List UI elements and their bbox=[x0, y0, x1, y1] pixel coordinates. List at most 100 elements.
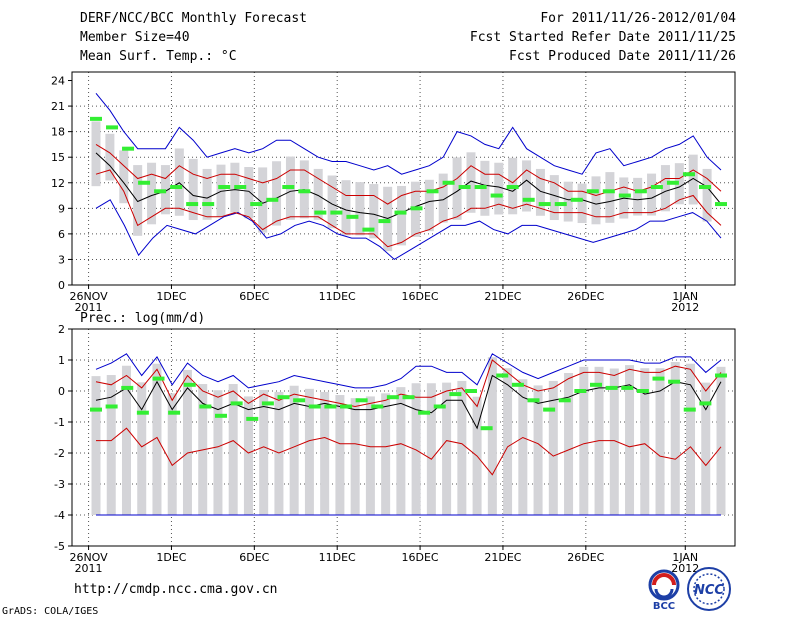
spread-box bbox=[549, 175, 559, 221]
median-mark bbox=[362, 227, 375, 232]
produced-date: Fcst Produced Date 2011/11/26 bbox=[509, 49, 736, 64]
ncc-logo-text: NCC bbox=[694, 583, 724, 598]
y-tick-label: 15 bbox=[51, 151, 65, 164]
median-mark bbox=[230, 401, 243, 406]
bcc-logo: BCC bbox=[648, 569, 680, 612]
spread-box bbox=[424, 179, 434, 232]
median-mark bbox=[465, 389, 477, 393]
spread-box bbox=[503, 368, 513, 515]
median-mark bbox=[202, 202, 215, 207]
grads-credit: GrADS: COLA/IGES bbox=[2, 606, 99, 617]
median-mark bbox=[634, 189, 647, 194]
y-tick-label: 2 bbox=[58, 323, 65, 336]
median-mark bbox=[698, 185, 711, 190]
median-mark bbox=[474, 185, 487, 190]
median-mark bbox=[266, 197, 279, 202]
y-tick-label: 9 bbox=[58, 202, 65, 215]
median-mark bbox=[605, 385, 618, 390]
median-mark bbox=[636, 389, 649, 393]
spread-box bbox=[152, 363, 162, 515]
spread-box bbox=[304, 388, 314, 515]
spread-box bbox=[243, 396, 253, 515]
spread-box bbox=[438, 173, 448, 223]
spread-box bbox=[670, 362, 680, 515]
chart-title: DERF/NCC/BCC Monthly Forecast bbox=[80, 11, 307, 26]
plot-frame bbox=[71, 328, 736, 547]
median-mark bbox=[277, 395, 290, 400]
x-tick-year: 2012 bbox=[671, 301, 699, 314]
median-mark bbox=[490, 193, 503, 198]
median-mark bbox=[186, 202, 199, 207]
median-mark bbox=[650, 185, 663, 190]
median-mark bbox=[346, 214, 359, 219]
y-tick-label: -5 bbox=[54, 540, 65, 553]
median-mark bbox=[234, 185, 247, 190]
spread-box bbox=[188, 158, 198, 221]
median-mark bbox=[298, 189, 311, 194]
median-mark bbox=[522, 197, 535, 202]
y-tick-label: 3 bbox=[58, 253, 65, 266]
median-mark bbox=[652, 376, 665, 381]
spread-box bbox=[411, 383, 421, 515]
bcc-logo-text: BCC bbox=[653, 601, 675, 612]
spread-box bbox=[313, 168, 323, 220]
spread-box bbox=[213, 390, 223, 515]
x-tick-label: 21DEC bbox=[484, 551, 521, 564]
spread-box bbox=[655, 368, 665, 515]
spread-box bbox=[686, 363, 696, 515]
spread-box bbox=[518, 379, 528, 515]
median-mark bbox=[699, 401, 712, 406]
spread-box bbox=[355, 182, 365, 236]
median-mark bbox=[715, 373, 727, 378]
series-line-p90 bbox=[95, 143, 722, 205]
y-tick-label: 1 bbox=[58, 354, 65, 367]
median-mark bbox=[371, 404, 384, 409]
median-mark bbox=[621, 385, 634, 390]
median-mark bbox=[355, 398, 368, 403]
spread-box bbox=[674, 163, 684, 205]
x-tick-year: 2011 bbox=[75, 562, 103, 575]
spread-box bbox=[701, 382, 711, 515]
spread-box bbox=[647, 173, 657, 216]
median-mark bbox=[418, 410, 431, 415]
median-mark bbox=[527, 398, 540, 403]
source-url[interactable]: http://cmdp.ncc.cma.gov.cn bbox=[74, 582, 278, 597]
forecast-period: For 2011/11/26-2012/01/04 bbox=[540, 11, 736, 26]
x-tick-label: 26NOV bbox=[69, 290, 108, 303]
y-tick-label: 6 bbox=[58, 228, 65, 241]
spread-box bbox=[625, 365, 635, 515]
spread-box bbox=[216, 164, 226, 217]
spread-box bbox=[591, 176, 601, 225]
spread-box bbox=[563, 181, 573, 222]
spread-box bbox=[535, 168, 545, 216]
x-tick-label: 1DEC bbox=[156, 551, 186, 564]
median-mark bbox=[152, 376, 165, 381]
spread-box bbox=[487, 357, 497, 515]
ncc-logo: NCC bbox=[687, 567, 731, 611]
x-tick-label: 11DEC bbox=[319, 551, 356, 564]
bcc-logo-arc bbox=[652, 573, 676, 586]
y-tick-label: -1 bbox=[54, 416, 65, 429]
median-mark bbox=[199, 404, 212, 409]
series-line-mean bbox=[95, 152, 722, 220]
prec-panel-label: Prec.: log(mm/d) bbox=[80, 311, 206, 326]
x-tick-label: 26NOV bbox=[69, 551, 108, 564]
median-mark bbox=[402, 395, 415, 400]
spread-box bbox=[466, 152, 476, 213]
median-mark bbox=[570, 197, 583, 202]
median-mark bbox=[715, 202, 727, 207]
median-mark bbox=[433, 404, 446, 409]
median-mark bbox=[558, 398, 571, 403]
median-mark bbox=[378, 219, 391, 224]
median-mark bbox=[506, 185, 519, 190]
spread-box bbox=[272, 161, 282, 226]
spread-box bbox=[91, 376, 101, 515]
bcc-logo-swirl bbox=[654, 588, 674, 599]
spread-box bbox=[494, 162, 504, 215]
median-mark bbox=[538, 202, 551, 207]
median-mark bbox=[602, 189, 615, 194]
median-mark bbox=[586, 189, 599, 194]
spread-box bbox=[640, 368, 650, 515]
y-tick-label: 18 bbox=[51, 126, 65, 139]
